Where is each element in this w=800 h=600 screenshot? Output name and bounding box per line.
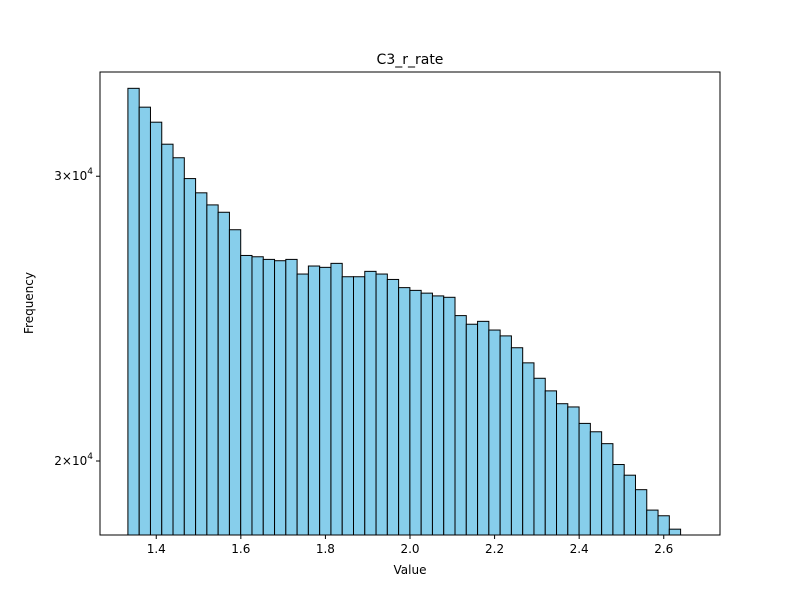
histogram-bar	[195, 192, 208, 536]
x-tick-label: 2.6	[654, 542, 673, 556]
histogram-bar	[262, 258, 276, 536]
histogram-bar	[251, 256, 264, 536]
histogram-bar	[409, 289, 422, 536]
histogram-bar	[578, 422, 591, 536]
histogram-bar	[465, 323, 479, 536]
histogram-bar	[556, 403, 569, 536]
x-axis-label: Value	[394, 563, 427, 577]
x-tick-label: 1.6	[231, 542, 250, 556]
histogram-bar	[431, 295, 445, 536]
histogram-bar	[341, 276, 355, 536]
y-axis-ticks: 2×104 3×104	[54, 167, 100, 468]
histogram-bar	[601, 443, 614, 536]
histogram-bar	[330, 262, 343, 536]
histogram-bar	[228, 229, 242, 536]
histogram-bar	[149, 121, 163, 536]
histogram-bar	[657, 515, 670, 536]
histogram-bar	[623, 474, 636, 536]
x-tick-label: 2.4	[570, 542, 589, 556]
histogram-bar	[296, 273, 309, 536]
histogram-bar	[319, 266, 332, 536]
histogram-bar	[499, 335, 512, 536]
histogram-bar	[240, 254, 253, 536]
histogram-bar	[161, 143, 174, 536]
histogram-bar	[567, 406, 580, 536]
histogram-bar	[172, 157, 185, 536]
x-tick-label: 1.4	[147, 542, 166, 556]
histogram-bar	[420, 292, 433, 536]
histogram-bar	[285, 258, 298, 536]
histogram-bar	[375, 273, 388, 536]
histogram-bar	[544, 390, 558, 536]
histogram-bar	[386, 278, 400, 536]
histogram-bar	[183, 178, 197, 536]
histogram-bar	[364, 270, 377, 536]
histogram-bar	[612, 464, 625, 536]
histogram-bar	[443, 296, 456, 536]
x-axis-ticks: 1.4 1.6 1.8 2.0 2.2 2.4 2.6	[147, 535, 673, 556]
histogram-bar	[217, 211, 230, 536]
histogram-bar	[274, 260, 287, 536]
histogram-bar	[510, 347, 524, 536]
plot-frame	[99, 71, 721, 536]
histogram-bar	[307, 265, 321, 536]
histogram-bar	[353, 276, 366, 536]
chart-title: C3_r_rate	[377, 52, 444, 68]
histogram-bar	[398, 287, 411, 536]
histogram-bar	[668, 528, 682, 536]
histogram-bar	[488, 329, 501, 536]
x-tick-label: 2.2	[485, 542, 504, 556]
histogram-bar	[454, 315, 467, 536]
y-axis-label: Frequency	[22, 272, 36, 334]
x-tick-label: 2.0	[400, 542, 419, 556]
histogram-bar	[589, 431, 603, 536]
histogram-bar	[533, 377, 546, 536]
y-tick-label: 3×104	[54, 167, 93, 183]
histogram-bar	[477, 320, 490, 536]
histogram-bar	[127, 87, 140, 536]
histogram-bar	[646, 509, 659, 536]
histogram-bar	[138, 106, 151, 536]
x-tick-label: 1.8	[316, 542, 335, 556]
histogram-bar	[522, 362, 535, 536]
histogram-bar	[634, 489, 648, 536]
y-tick-label: 2×104	[54, 452, 93, 468]
histogram-bar	[206, 204, 219, 536]
